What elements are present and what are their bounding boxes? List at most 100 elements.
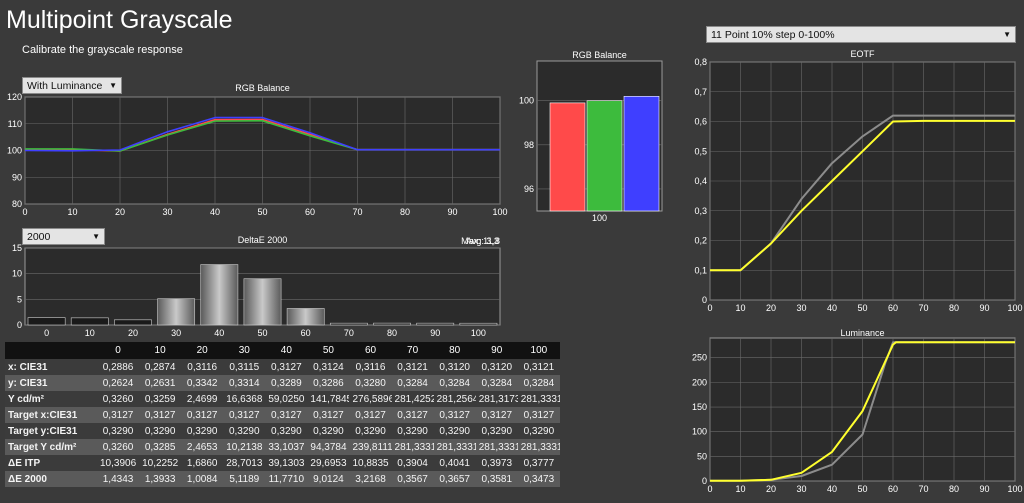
table-cell: 10,8835 [349, 455, 392, 471]
luminance-x-tick: 90 [979, 484, 989, 494]
delta_e-bar [329, 322, 368, 326]
table-header-cell: 50 [307, 342, 350, 359]
table-cell: 0,3115 [223, 359, 266, 375]
table-cell: 0,3290 [97, 423, 140, 439]
delta_e-y-tick: 5 [17, 294, 22, 304]
table-cell: 0,3127 [517, 407, 560, 423]
table-row: x: CIE31 0,2886 0,2874 0,3116 0,3115 0,3127 0,… [5, 359, 560, 375]
eotf-x-tick: 60 [888, 303, 898, 313]
delta-formula-dropdown[interactable]: 2000 ▼ [22, 228, 105, 245]
luminance-x-tick: 0 [707, 484, 712, 494]
table-cell: 29,6953 [307, 455, 350, 471]
luminance-y-tick: 150 [692, 402, 707, 412]
row-label: y: CIE31 [5, 375, 97, 391]
delta_e-x-tick: 20 [128, 328, 138, 338]
page-subtitle: Calibrate the grayscale response [22, 44, 183, 56]
page-title: Multipoint Grayscale [6, 6, 233, 34]
delta_e-bar [114, 319, 152, 326]
table-header-cell: 60 [349, 342, 392, 359]
table-cell: 33,1037 [265, 439, 308, 455]
table-cell: 0,3121 [517, 359, 560, 375]
table-cell: 0,3777 [517, 455, 560, 471]
eotf-x-tick: 0 [707, 303, 712, 313]
table-cell: 0,3127 [181, 407, 224, 423]
eotf-x-tick: 10 [735, 303, 745, 313]
table-header-cell: 40 [265, 342, 308, 359]
rgb_balance_bar-bar-1 [586, 100, 623, 212]
table-cell: 94,3784 [307, 439, 350, 455]
eotf-y-tick: 0,7 [694, 87, 707, 97]
row-label: ΔE ITP [5, 455, 97, 471]
row-label: x: CIE31 [5, 359, 97, 375]
table-cell: 239,8111 [349, 439, 392, 455]
rgb_balance_bar-title: RGB Balance [572, 50, 627, 60]
table-cell: 9,0124 [307, 471, 350, 487]
table-cell: 0,3290 [517, 423, 560, 439]
table-cell: 0,3127 [349, 407, 392, 423]
delta_e-x-tick: 100 [471, 328, 486, 338]
luminance-x-tick: 10 [735, 484, 745, 494]
table-cell: 0,3127 [391, 407, 434, 423]
table-cell: 276,5896 [349, 391, 392, 407]
table-row: Y cd/m² 0,3260 0,3259 2,4699 16,6368 59,0250 1… [5, 391, 560, 407]
luminance-x-tick: 80 [949, 484, 959, 494]
delta-formula-value: 2000 [27, 231, 51, 243]
table-cell: 0,2624 [97, 375, 140, 391]
delta_e-x-tick: 10 [85, 328, 95, 338]
table-cell: 281,3331 [391, 439, 434, 455]
rgb_balance_line-x-tick: 40 [210, 207, 220, 217]
delta_e-bar [27, 317, 66, 326]
delta_e-x-tick: 80 [387, 328, 397, 338]
table-cell: 0,3904 [391, 455, 434, 471]
delta_e-x-tick: 50 [257, 328, 267, 338]
eotf-x-tick: 30 [796, 303, 806, 313]
table-header-cell: 80 [433, 342, 476, 359]
table-header-cell: 100 [517, 342, 560, 359]
pattern-value: 11 Point 10% step 0-100% [711, 29, 835, 41]
luminance-x-tick: 20 [766, 484, 776, 494]
table-cell: 39,1303 [265, 455, 308, 471]
table-cell: 0,3260 [97, 439, 140, 455]
eotf-x-tick: 40 [827, 303, 837, 313]
luminance-series-line-1 [710, 341, 1015, 482]
luminance-mode-dropdown[interactable]: With Luminance ▼ [22, 77, 122, 94]
pattern-dropdown[interactable]: 11 Point 10% step 0-100% ▼ [706, 26, 1016, 43]
eotf-x-tick: 80 [949, 303, 959, 313]
luminance-x-tick: 100 [1007, 484, 1022, 494]
table-cell: 281,3331 [517, 439, 560, 455]
table-cell: 281,3173 [475, 391, 518, 407]
table-header-cell: 90 [475, 342, 518, 359]
table-cell: 0,3567 [391, 471, 434, 487]
table-cell: 281,3331 [475, 439, 518, 455]
table-cell: 0,3342 [181, 375, 224, 391]
table-cell: 28,7013 [223, 455, 266, 471]
table-cell: 0,3284 [475, 375, 518, 391]
delta_e-y-tick: 15 [12, 243, 22, 253]
rgb_balance_line-x-tick: 80 [400, 207, 410, 217]
table-header-row: 0 10 20 30 40 50 60 70 80 90 100 [5, 342, 560, 359]
table-cell: 2,4653 [181, 439, 224, 455]
rgb_balance_line-y-tick: 80 [12, 199, 22, 209]
rgb_balance_line-x-tick: 50 [257, 207, 267, 217]
chevron-down-icon: ▼ [109, 81, 117, 90]
rgb_balance_bar-bar-2 [623, 95, 660, 212]
table-cell: 0,3285 [139, 439, 182, 455]
delta_e-bar [200, 264, 239, 326]
rgb_balance_line-x-tick: 30 [162, 207, 172, 217]
table-cell: 0,3286 [307, 375, 350, 391]
delta_e-bar [70, 317, 109, 326]
delta_e-x-tick: 90 [430, 328, 440, 338]
table-cell: 0,3120 [475, 359, 518, 375]
table-cell: 0,2631 [139, 375, 182, 391]
eotf-y-tick: 0,6 [694, 117, 707, 127]
table-cell: 0,3473 [517, 471, 560, 487]
table-cell: 0,3290 [307, 423, 350, 439]
eotf-x-tick: 100 [1007, 303, 1022, 313]
delta_e-x-tick: 30 [171, 328, 181, 338]
eotf-x-tick: 90 [979, 303, 989, 313]
delta_e-bar [373, 322, 411, 326]
rgb_balance_bar-y-tick: 98 [524, 140, 534, 150]
table-cell: 281,3331 [433, 439, 476, 455]
table-cell: 0,3116 [349, 359, 392, 375]
